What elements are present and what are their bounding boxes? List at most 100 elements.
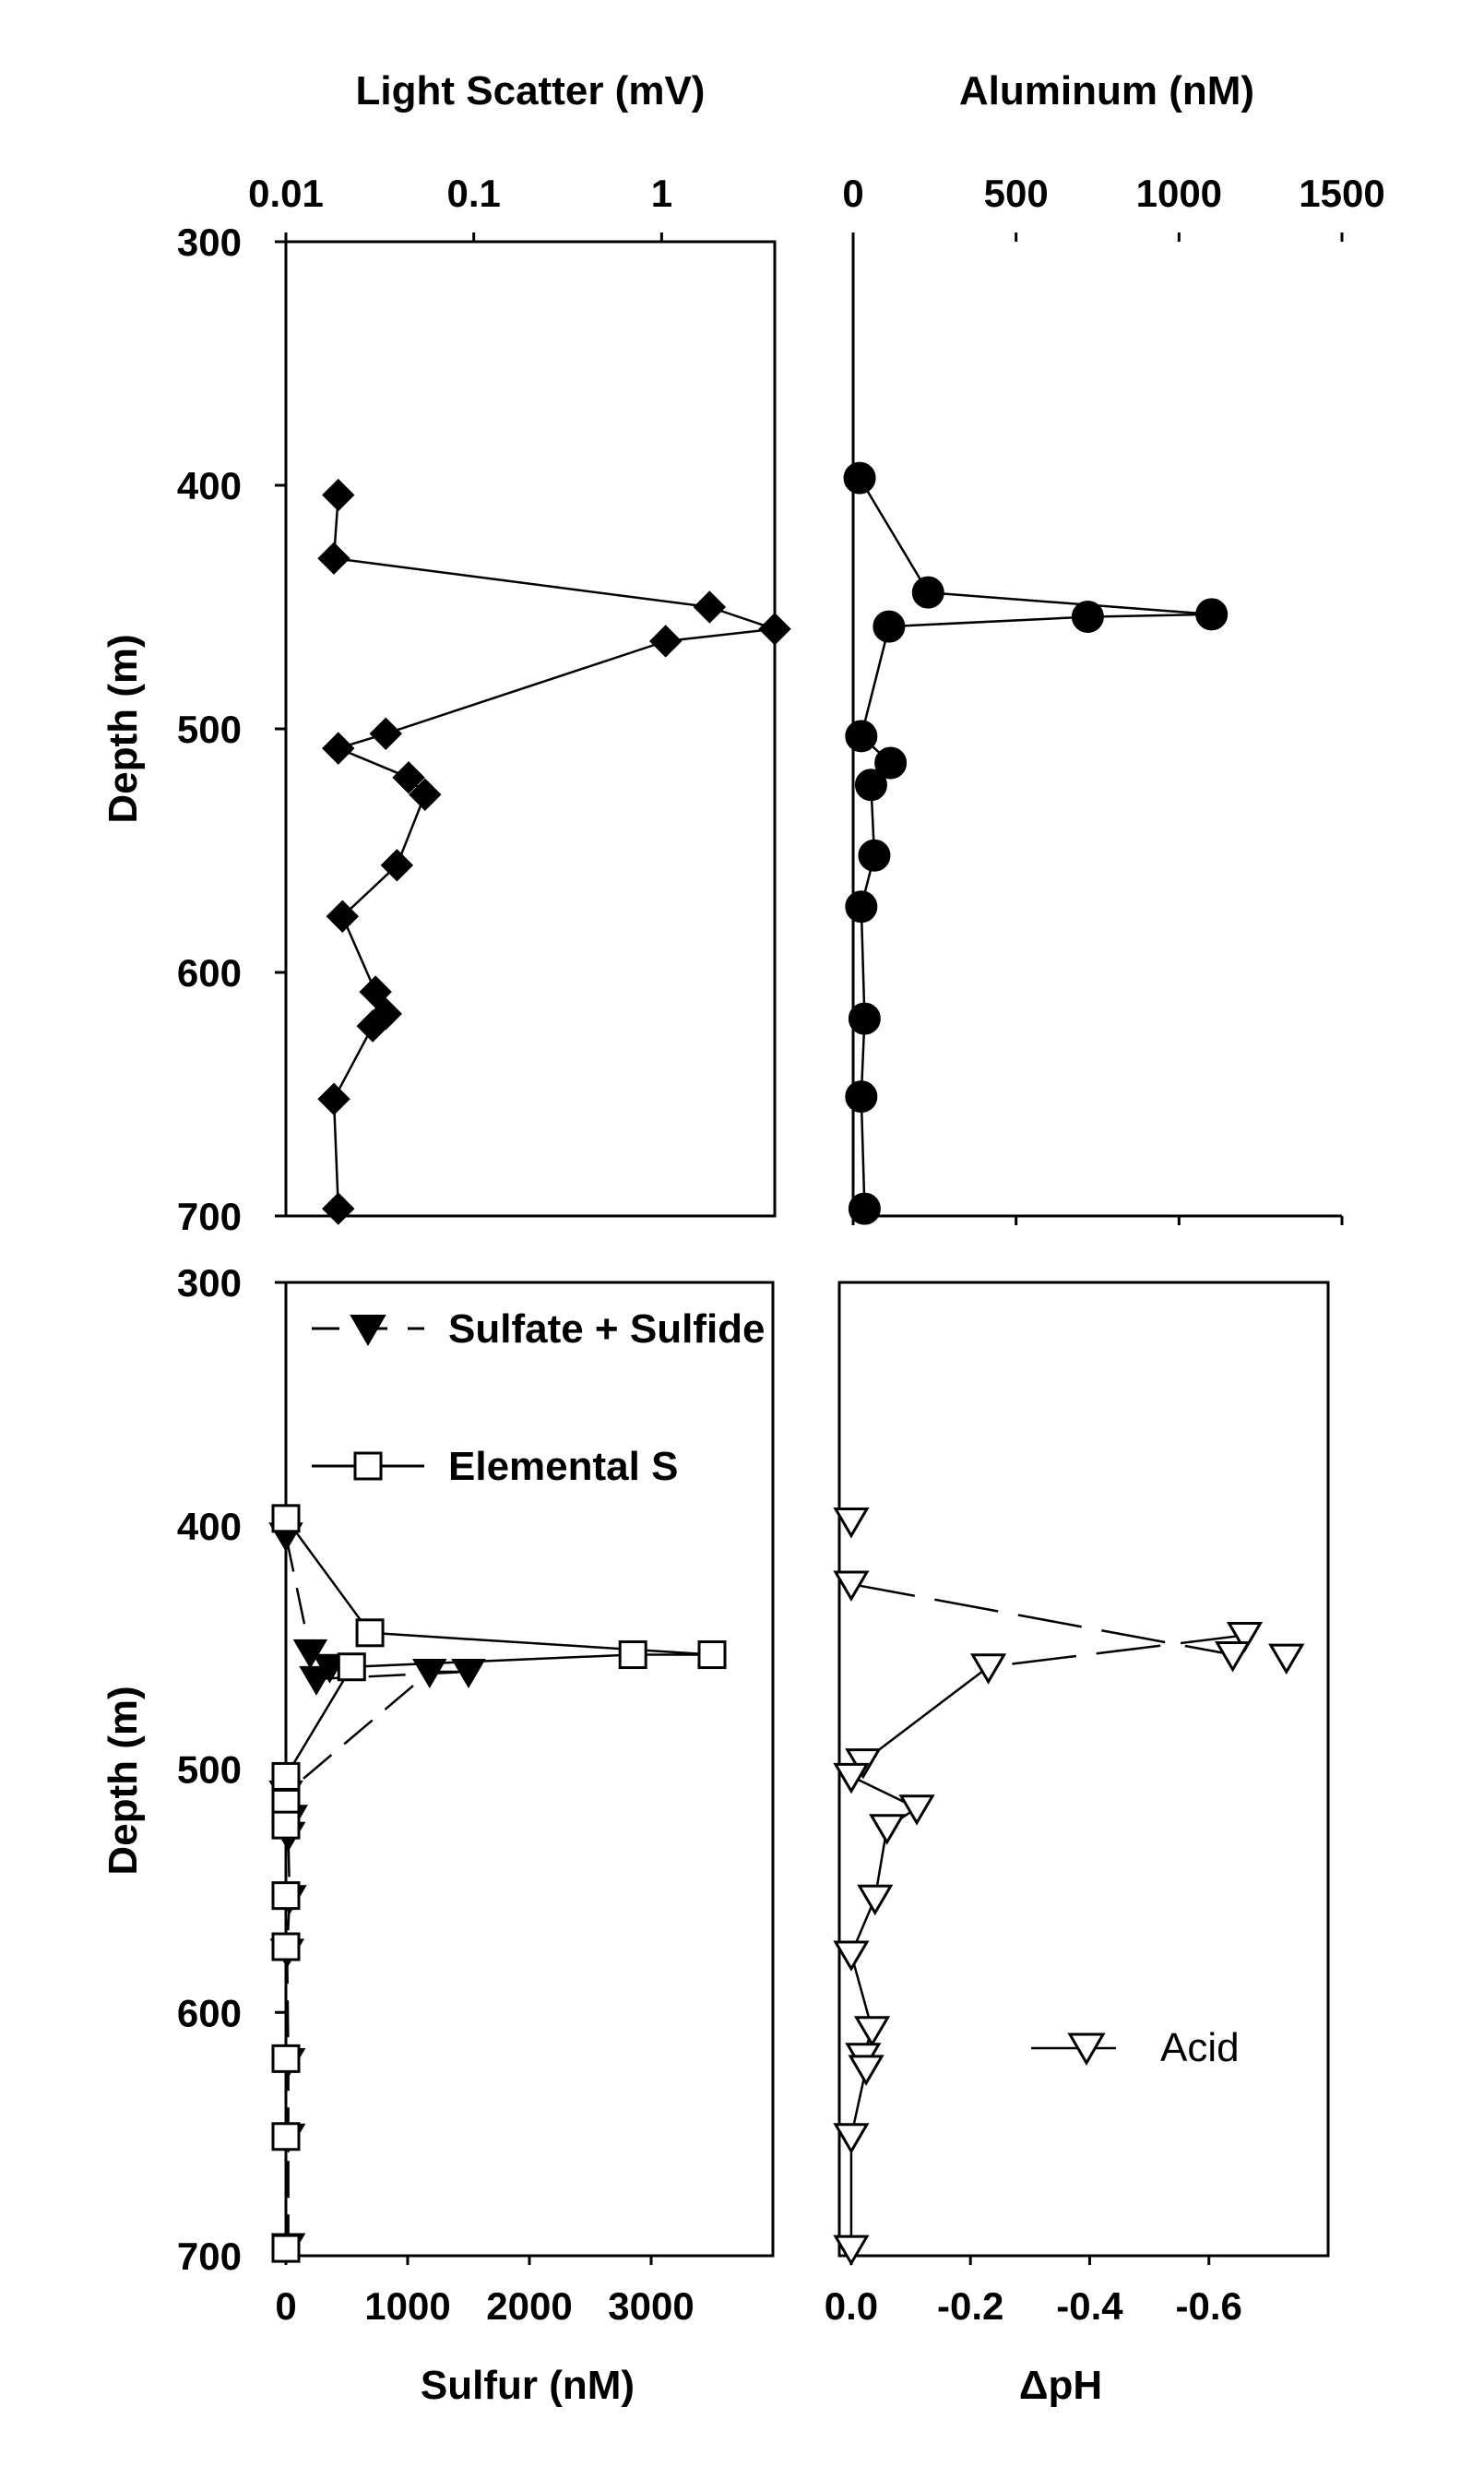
- legend-sulfate-marker: [350, 1315, 386, 1346]
- data-point: [693, 590, 727, 624]
- data-point: [845, 890, 878, 924]
- legend-entry-sulfate-sulfide: Sulfate + Sulfide: [312, 1306, 766, 1352]
- data-point: [1226, 1621, 1264, 1653]
- x-tick-label: 2000: [486, 2284, 572, 2328]
- data-point: [356, 1009, 389, 1043]
- data-point: [271, 1881, 301, 1911]
- aluminum-x-title: Aluminum (nM): [959, 68, 1254, 113]
- y-tick-label: 300: [177, 220, 242, 264]
- data-point: [1195, 598, 1229, 631]
- y-tick-label: 600: [177, 1991, 242, 2034]
- data-point: [271, 2044, 301, 2073]
- data-point: [697, 1640, 727, 1670]
- data-point: [869, 1814, 906, 1845]
- x-tick-label: 1: [651, 172, 672, 215]
- data-point: [409, 778, 442, 811]
- data-point: [317, 1082, 350, 1115]
- data-point: [271, 2234, 301, 2263]
- x-tick-label: 1000: [1136, 172, 1222, 215]
- legend-entry-elemental-s: Elemental S: [312, 1444, 678, 1489]
- x-tick-label: 0: [842, 172, 863, 215]
- data-point: [322, 732, 355, 765]
- sulfur-ticks: 0 1000 2000 3000 300 400 500 600 700: [177, 1261, 695, 2328]
- aluminum-panel: Aluminum (nM) 0 500 1000 1500: [842, 68, 1385, 1225]
- x-tick-label: -0.4: [1056, 2284, 1123, 2328]
- delta-ph-marks: [833, 1507, 1305, 2267]
- delta-ph-lines: [849, 1582, 1245, 2249]
- data-point: [858, 839, 891, 872]
- data-point: [618, 1640, 647, 1670]
- data-point: [292, 1639, 328, 1669]
- y-tick-label: 500: [177, 708, 242, 751]
- light-scatter-plot-frame: [284, 240, 777, 1218]
- data-point: [369, 997, 402, 1031]
- light-scatter-panel: Light Scatter (mV) Depth (m) 0.01 0.1 1 300…: [101, 68, 791, 1238]
- data-point: [874, 746, 908, 780]
- x-tick-label: -0.2: [937, 2284, 1003, 2328]
- series-segment: [850, 1582, 1233, 1656]
- data-point: [271, 1504, 301, 1533]
- depth-y-title-top: Depth (m): [101, 634, 146, 823]
- data-point: [873, 610, 906, 643]
- data-point: [848, 1002, 881, 1035]
- sulfur-marks: [268, 1504, 727, 2263]
- data-point: [853, 2016, 891, 2047]
- data-point: [969, 1653, 1007, 1685]
- series-line-1: [284, 1518, 714, 2249]
- data-point: [857, 1884, 894, 1916]
- light-scatter-x-title: Light Scatter (mV): [356, 68, 706, 113]
- data-point: [392, 761, 425, 794]
- legend-acid-marker: [1067, 2032, 1106, 2066]
- legend-elemental-marker: [353, 1451, 383, 1481]
- data-point: [1214, 1641, 1252, 1673]
- aluminum-lines: [859, 477, 1213, 1210]
- delta-ph-x-title: ΔpH: [1019, 2363, 1102, 2408]
- data-point: [758, 613, 791, 646]
- series-segment: [988, 1634, 1245, 1668]
- data-point: [833, 1762, 870, 1794]
- x-tick-label: 0.01: [248, 172, 324, 215]
- data-point: [337, 1652, 366, 1682]
- data-point: [833, 2235, 870, 2267]
- y-tick-label: 500: [177, 1748, 242, 1792]
- data-point: [898, 1794, 935, 1826]
- sulfur-x-title: Sulfur (nM): [421, 2363, 635, 2408]
- data-point: [451, 1659, 486, 1688]
- sulfur-legend: Sulfate + Sulfide Elemental S: [312, 1306, 766, 1489]
- legend-elemental-label: Elemental S: [448, 1444, 678, 1489]
- data-point: [412, 1659, 447, 1688]
- data-point: [380, 849, 414, 882]
- data-point: [359, 975, 392, 1008]
- legend-acid-label: Acid: [1160, 2025, 1240, 2070]
- x-tick-label: 1000: [364, 2284, 450, 2328]
- data-point: [1071, 601, 1104, 634]
- light-scatter-marks: [317, 478, 791, 1225]
- data-point: [843, 461, 876, 495]
- series-line-0: [859, 477, 1213, 1210]
- data-point: [271, 1932, 301, 1961]
- x-tick-label: 3000: [608, 2284, 694, 2328]
- series-segment: [862, 1665, 990, 1763]
- data-point: [911, 576, 944, 609]
- data-point: [326, 900, 360, 933]
- data-point: [833, 2123, 870, 2154]
- data-point: [848, 2055, 884, 2086]
- data-point: [845, 1080, 878, 1114]
- x-tick-label: -0.6: [1176, 2284, 1242, 2328]
- data-point: [271, 1810, 301, 1840]
- data-point: [833, 1570, 870, 1603]
- data-point: [271, 1761, 301, 1791]
- data-point: [648, 625, 683, 658]
- data-point: [322, 478, 355, 512]
- data-point: [271, 2122, 301, 2151]
- x-tick-label: 500: [984, 172, 1049, 215]
- y-tick-label: 300: [177, 1261, 242, 1305]
- delta-ph-ticks: 0.0 -0.2 -0.4 -0.6: [825, 2256, 1242, 2328]
- legend-sulfate-label: Sulfate + Sulfide: [448, 1306, 766, 1352]
- aluminum-marks: [843, 461, 1229, 1225]
- data-point: [299, 1665, 334, 1696]
- data-point: [848, 1192, 881, 1225]
- aluminum-ticks: 0 500 1000 1500: [842, 172, 1385, 1225]
- light-scatter-ticks: 0.01 0.1 1 300 400 500 600 700: [177, 172, 672, 1238]
